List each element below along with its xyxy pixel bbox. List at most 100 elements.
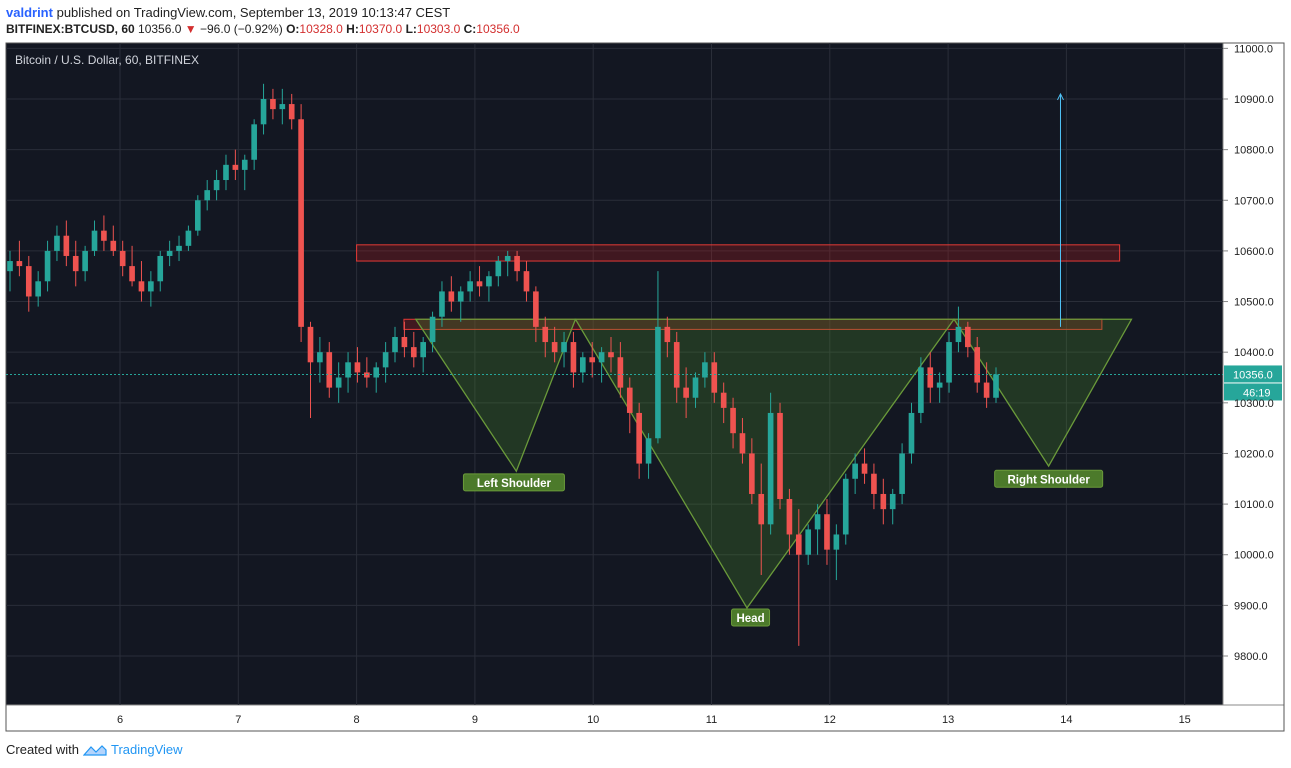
candle-body (514, 255, 520, 272)
candle-body (861, 463, 868, 474)
grid-lines (6, 43, 1223, 705)
x-tick-label: 7 (235, 714, 241, 726)
tradingview-logo-icon (82, 744, 107, 756)
candle-body (533, 291, 539, 327)
candle-body (908, 412, 915, 454)
right-shoulder-label-group: Right Shoulder (994, 469, 1104, 488)
candle-body (288, 104, 295, 120)
candle-body (166, 250, 173, 256)
candle-body (495, 261, 502, 277)
publisher-username[interactable]: valdrint (6, 5, 53, 20)
y-tick-label: 10900.0 (1234, 94, 1274, 106)
candle-body (795, 534, 802, 555)
candle-body (617, 357, 624, 388)
candle-body (955, 326, 962, 343)
candle-body (63, 235, 70, 256)
candle-body (936, 382, 943, 388)
candle-body (636, 412, 642, 464)
x-tick-label: 9 (472, 714, 478, 726)
right-shoulder-label: Right Shoulder (1007, 474, 1090, 486)
candle-body (918, 367, 924, 413)
candle-body (213, 180, 220, 191)
candle-body (194, 200, 201, 231)
candles-group (7, 83, 999, 646)
candle-body (720, 392, 727, 408)
countdown-badge (1224, 383, 1282, 401)
candle-body (730, 407, 736, 434)
open-label: O: (286, 22, 300, 36)
candle-body (542, 326, 549, 343)
candle-body (35, 281, 41, 297)
candle-body (176, 245, 182, 251)
candle-body (251, 124, 257, 160)
candle-body (260, 99, 267, 125)
candle-body (223, 164, 229, 181)
current-price-badge-text: 10356.0 (1233, 369, 1273, 381)
candle-body (655, 326, 661, 439)
pattern-triangles (414, 318, 1133, 610)
candle-body (993, 374, 999, 398)
y-tick-label: 10400.0 (1234, 347, 1274, 359)
candle-body (561, 342, 567, 353)
down-arrow-icon: ▼ (184, 22, 197, 36)
candle-body (683, 387, 689, 398)
close-value: 10356.0 (476, 22, 520, 36)
x-tick-label: 14 (1060, 714, 1072, 726)
candle-body (927, 367, 934, 388)
candle-body (7, 261, 13, 272)
x-tick-label: 15 (1179, 714, 1191, 726)
published-text: published on TradingView.com, September … (56, 5, 451, 20)
candle-body (673, 342, 680, 388)
time-axis[interactable] (5, 704, 1285, 732)
candle-body (91, 230, 98, 251)
candle-body (702, 362, 708, 378)
candle-body (185, 230, 192, 246)
projection-arrow-head-icon (1057, 92, 1064, 101)
candle-body (486, 276, 492, 287)
resistance-zone (356, 244, 1121, 262)
candle-body (974, 347, 981, 383)
open-value: 10328.0 (299, 22, 343, 36)
candle-body (72, 255, 79, 272)
right-shoulder-label-box (994, 469, 1104, 488)
candle-body (852, 463, 858, 479)
overlay-group: Left Shoulder Head Right Shoulder 10356.0 46… (6, 92, 1282, 627)
candle-body (504, 255, 511, 262)
x-tick-labels: 6 7 8 9 10 11 12 13 14 15 (117, 714, 1191, 726)
head-label-box (731, 608, 771, 627)
y-tick-label: 10100.0 (1234, 499, 1274, 511)
candle-body (777, 412, 783, 500)
candle-body (457, 291, 464, 302)
pattern-triangle (952, 318, 1133, 468)
candle-body (270, 99, 276, 110)
tradingview-brand[interactable]: TradingView (110, 742, 183, 757)
x-tick-label: 13 (942, 714, 954, 726)
candle-body (279, 104, 286, 110)
close-label: C: (463, 22, 477, 36)
chart-border (5, 42, 1285, 732)
x-tick-label: 12 (824, 714, 836, 726)
y-tick-label: 10000.0 (1234, 550, 1274, 562)
candle-body (758, 493, 765, 525)
candle-body (739, 433, 746, 454)
price-badges: 10356.0 46:19 (1224, 365, 1282, 401)
created-with-text: Created with (6, 742, 79, 757)
low-label: L: (405, 22, 417, 36)
price-change: −96.0 (−0.92%) (200, 22, 283, 36)
candle-body (645, 438, 652, 464)
candle-body (476, 281, 483, 287)
y-tick-label: 10300.0 (1234, 398, 1274, 410)
candle-body (232, 164, 239, 170)
left-shoulder-label: Left Shoulder (477, 478, 552, 490)
footer: Created with TradingView (6, 742, 183, 757)
candle-body (664, 326, 671, 343)
countdown-badge-text: 46:19 (1243, 387, 1271, 399)
symbol-label: BITFINEX:BTCUSD, 60 (6, 22, 135, 36)
candle-body (965, 326, 971, 348)
ohlc-line: BITFINEX:BTCUSD, 60 10356.0 ▼ −96.0 (−0.… (6, 22, 520, 36)
candle-body (842, 478, 849, 535)
candle-body (241, 159, 248, 170)
low-value: 10303.0 (416, 22, 461, 36)
candle-body (138, 281, 145, 292)
